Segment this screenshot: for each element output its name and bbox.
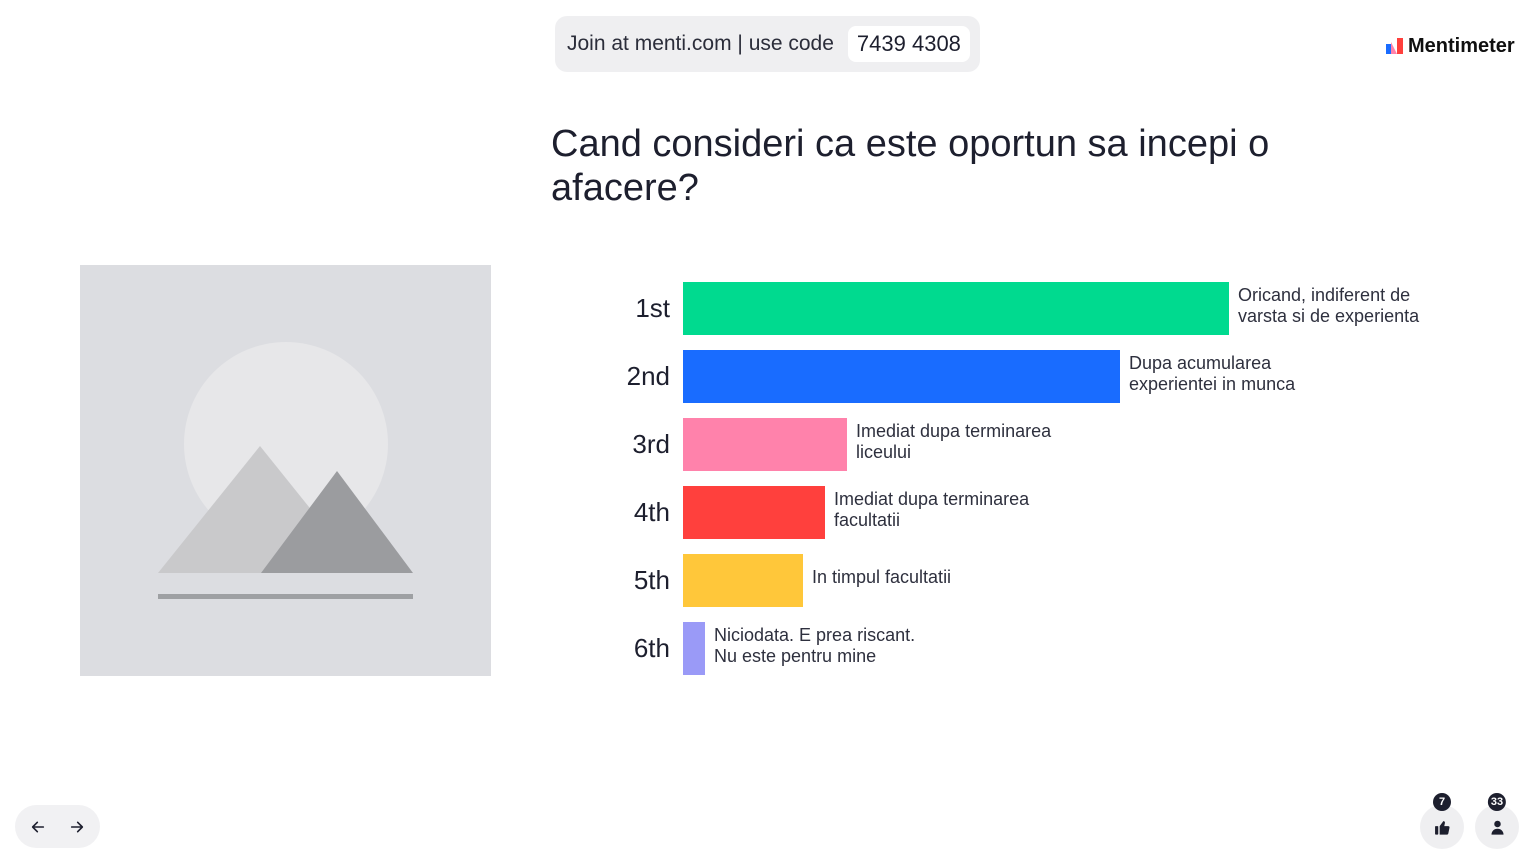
reaction-count-badge: 7 (1433, 793, 1451, 811)
answer-label: Imediat dupa terminarea facultatii (834, 488, 1030, 530)
ranking-bar (683, 622, 705, 675)
mentimeter-logo-icon (1386, 38, 1403, 54)
ranking-row: 4th Imediat dupa terminarea facultatii (600, 486, 1460, 539)
image-placeholder-icon (158, 342, 413, 599)
arrow-right-icon (70, 821, 84, 832)
ranking-bar (683, 350, 1120, 403)
ranking-bar (683, 418, 847, 471)
next-slide-button[interactable] (61, 811, 93, 843)
join-instructions: Join at menti.com | use code 7439 4308 (555, 16, 980, 72)
participant-count-badge: 33 (1487, 793, 1507, 811)
mentimeter-logo: Mentimeter (1386, 34, 1515, 58)
answer-label: Imediat dupa terminarea liceului (856, 420, 1052, 462)
question-title: Cand consideri ca este oportun sa incepi… (551, 123, 1270, 209)
ranking-row: 3rd Imediat dupa terminarea liceului (600, 418, 1460, 471)
ranking-bar (683, 282, 1229, 335)
answer-label: In timpul facultatii (812, 567, 952, 587)
person-icon (1490, 820, 1504, 835)
ranking-row: 6th Niciodata. E prea riscant. Nu este p… (600, 622, 1460, 675)
answer-label: Oricand, indiferent de varsta si de expe… (1238, 284, 1420, 326)
ranking-bar (683, 486, 825, 539)
slide-navigation (15, 805, 100, 848)
rank-label: 4th (633, 497, 670, 527)
participants-button[interactable]: 33 (1475, 793, 1519, 849)
answer-label: Dupa acumularea experientei in munca (1129, 352, 1296, 394)
brand-name: Mentimeter (1408, 34, 1515, 57)
rank-label: 2nd (626, 361, 670, 391)
answer-label: Niciodata. E prea riscant. Nu este pentr… (714, 624, 916, 666)
ranking-chart: 1st Oricand, indiferent de varsta si de … (600, 282, 1460, 690)
rank-label: 5th (633, 565, 670, 595)
ranking-bar (683, 554, 803, 607)
join-text: Join at menti.com | use code (567, 32, 834, 55)
reactions-button[interactable]: 7 (1420, 793, 1464, 849)
rank-label: 6th (633, 633, 670, 663)
arrow-left-icon (31, 821, 45, 832)
ranking-row: 2nd Dupa acumularea experientei in munca (600, 350, 1460, 403)
ranking-row: 5th In timpul facultatii (600, 554, 1460, 607)
thumbs-up-icon (1434, 820, 1450, 835)
previous-slide-button[interactable] (22, 811, 54, 843)
ranking-row: 1st Oricand, indiferent de varsta si de … (600, 282, 1460, 335)
join-code: 7439 4308 (847, 26, 970, 62)
image-placeholder (80, 265, 491, 676)
rank-label: 1st (635, 293, 670, 323)
rank-label: 3rd (632, 429, 670, 459)
